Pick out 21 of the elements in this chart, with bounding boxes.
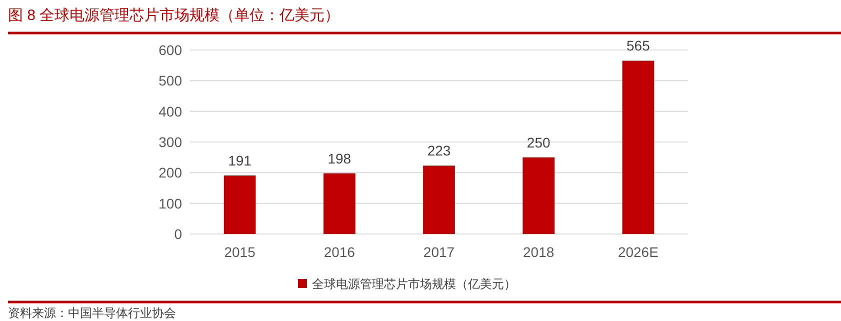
y-tick-label: 0 xyxy=(174,226,182,242)
x-tick-label: 2016 xyxy=(324,244,356,260)
y-tick-label: 500 xyxy=(158,72,182,89)
y-tick-label: 100 xyxy=(158,195,182,212)
y-tick-label: 200 xyxy=(158,164,182,181)
legend-label: 全球电源管理芯片市场规模（亿美元） xyxy=(312,277,516,291)
data-label: 250 xyxy=(526,134,550,150)
data-label: 191 xyxy=(228,152,252,168)
x-tick-label: 2026E xyxy=(618,244,658,260)
data-label: 565 xyxy=(626,38,650,54)
y-tick-label: 600 xyxy=(158,42,182,58)
title: 图 8 全球电源管理芯片市场规模（单位：亿美元） xyxy=(8,7,340,24)
x-tick-label: 2018 xyxy=(523,244,554,260)
text: 资料来源：中国半导体行业协会 xyxy=(8,306,176,320)
plot: 0 100 200 300 400 500 600 191 198 223 250 565 2015 2016 2017 2018 2026E xyxy=(158,38,688,260)
data-label: 198 xyxy=(328,150,352,166)
y-tick-label: 400 xyxy=(158,103,182,120)
x-tick-label: 2015 xyxy=(224,244,256,260)
x-tick-label: 2017 xyxy=(423,244,455,260)
data-label: 223 xyxy=(427,142,451,159)
y-tick-label: 300 xyxy=(158,134,182,150)
